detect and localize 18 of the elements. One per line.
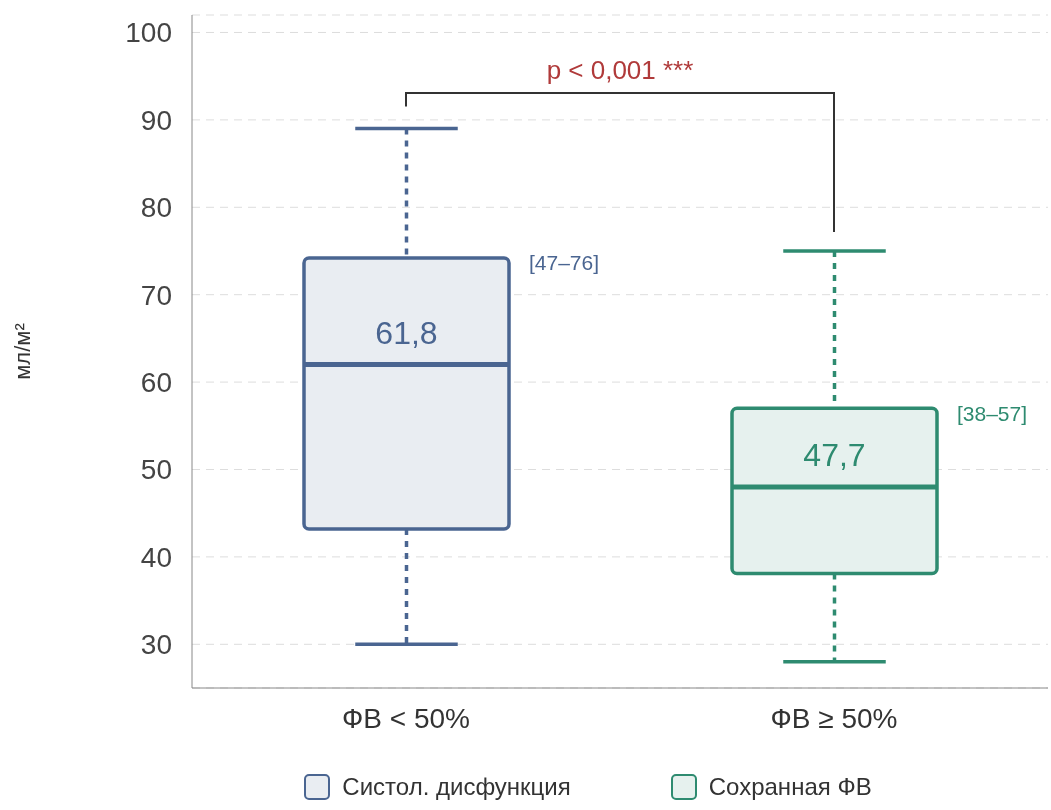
y-tick-label: 100 [125,17,172,49]
annotation: [47–76] [529,251,600,275]
annotation: 47,7 [803,436,866,473]
annotation: [38–57] [957,401,1028,425]
y-tick-label: 30 [140,629,172,661]
y-tick-label: 60 [140,367,172,399]
y-tick-label: 80 [140,192,172,224]
legend-label: Сохранная ФВ [708,773,872,801]
y-tick-label: 50 [140,454,172,486]
y-tick-label: 70 [140,279,172,311]
x-tick-label: ФВ < 50% [342,702,470,734]
legend-label: Систол. дисфункция [342,773,571,801]
y-tick-label: 40 [140,541,172,573]
y-axis-title: мл/м² [9,323,35,380]
annotation: p < 0,001 *** [546,55,694,85]
x-tick-label: ФВ ≥ 50% [770,702,898,734]
y-tick-label: 90 [140,104,172,136]
annotation: 61,8 [375,314,438,351]
